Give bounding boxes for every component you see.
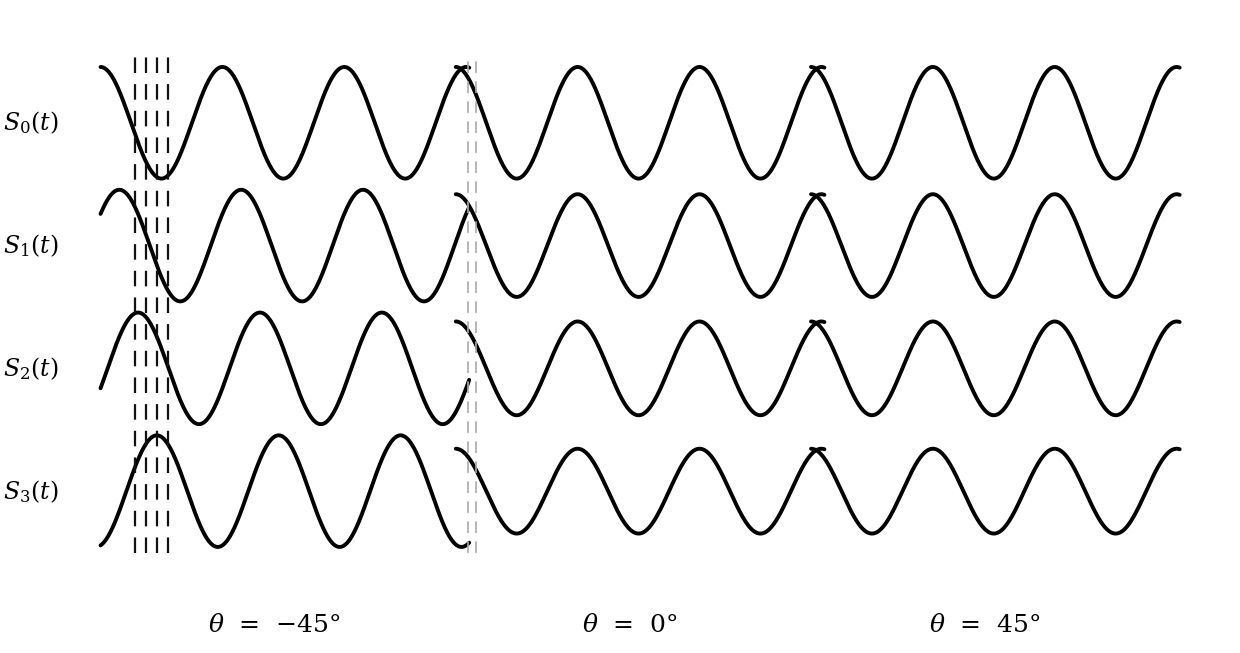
Text: $S_2(t)$: $S_2(t)$ bbox=[4, 355, 58, 382]
Text: $\theta$  =  $-45°$: $\theta$ = $-45°$ bbox=[208, 613, 341, 637]
Text: $S_3(t)$: $S_3(t)$ bbox=[4, 478, 58, 505]
Text: $\theta$  =  $0°$: $\theta$ = $0°$ bbox=[582, 613, 678, 637]
Text: $S_0(t)$: $S_0(t)$ bbox=[4, 110, 58, 136]
Text: $\theta$  =  $45°$: $\theta$ = $45°$ bbox=[930, 613, 1042, 637]
Text: $S_1(t)$: $S_1(t)$ bbox=[4, 232, 58, 259]
